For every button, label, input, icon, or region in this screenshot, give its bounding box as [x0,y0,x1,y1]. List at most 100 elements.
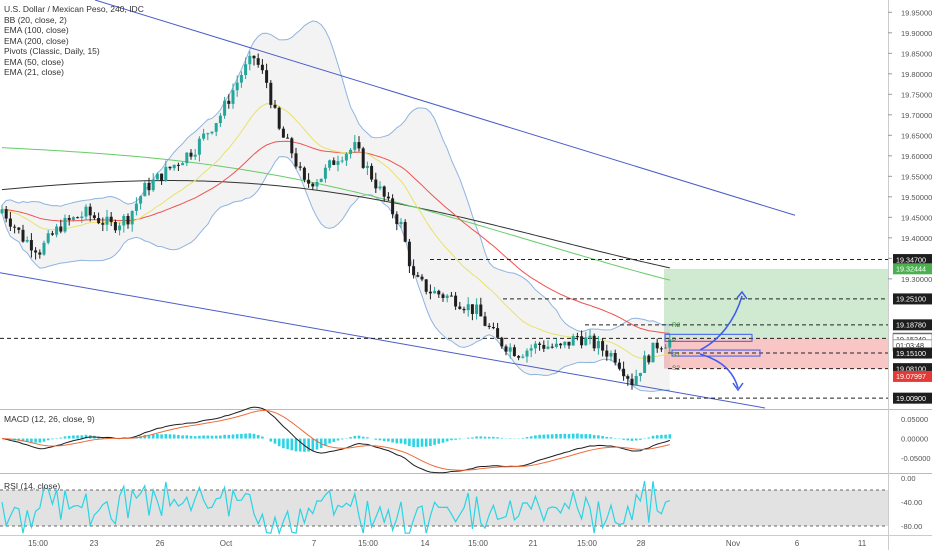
time-axis-label: Oct [220,539,233,548]
macd-hist-bar [487,436,491,439]
candle-body [370,165,374,180]
candle-body [584,337,588,346]
legend-ema50: EMA (50, close) [4,56,64,67]
candle-body [517,356,521,358]
candle-body [563,341,567,346]
macd-hist-bar [408,438,411,446]
macd-hist-bar [282,438,285,449]
macd-hist-bar [550,434,554,439]
macd-axis-label: 0.00000 [901,435,928,444]
candle-body [412,266,416,276]
time-axis-label: 23 [90,539,99,548]
candle-body [286,137,290,139]
candle-body [319,178,323,182]
candle-body [559,343,563,346]
candle-body [634,375,638,386]
price-axis-label: 19.30000 [901,275,932,284]
macd-hist-bar [639,438,642,440]
candle-body [613,352,617,363]
candle-body [223,100,227,116]
macd-hist-bar [378,438,382,441]
candle-body [332,160,336,165]
candle-body [323,167,327,179]
candle-body [122,215,126,226]
candle-body [71,217,75,220]
macd-hist-bar [307,438,310,452]
macd-hist-bar [576,433,579,439]
candle-body [655,342,659,349]
candle-body [500,337,504,347]
price-tag-bg [893,263,932,275]
price-tag-bg [893,370,932,382]
candle-body [567,341,571,346]
candle-body [67,217,71,220]
macd-hist-bar [240,433,243,439]
macd-hist-bar [458,438,462,440]
macd-hist-bar [647,437,651,439]
candle-body [420,276,424,280]
macd-hist-bar [357,435,361,439]
arrow-up-head [736,290,748,300]
candle-body [601,341,605,351]
legend-ema100: EMA (100, close) [4,25,69,35]
candle-body [164,166,168,181]
candle-body [13,226,17,228]
price-tag-label: 01:03:48 [896,341,924,350]
time-axis-label: 21 [529,539,538,548]
candle-body [475,304,479,314]
macd-hist-bar [584,434,588,439]
candle-body [227,100,231,104]
candle-body [479,304,483,317]
macd-hist-bar [475,436,478,439]
macd-hist-bar [84,434,88,439]
legend-ema200: EMA (200, close) [4,35,69,46]
candle-body [344,153,348,161]
candle-body [80,216,84,219]
candle-body [340,160,344,162]
candle-body [437,290,441,295]
macd-hist-bar [168,434,172,439]
macd-hist-bar [525,437,529,439]
macd-hist-bar [483,436,487,439]
candle-body [638,372,642,376]
macd-hist-bar [542,434,546,439]
macd-hist-bar [374,438,378,440]
candle-body [433,290,437,294]
macd-hist-bar [256,435,260,439]
candle-body [386,196,390,199]
price-axis-label: 19.75000 [901,90,932,99]
candle-body [554,343,558,347]
macd-hist-bar [147,434,151,439]
candle-body [214,123,218,132]
price-tag-bg [893,392,932,404]
macd-hist-bar [311,438,315,451]
macd-hist-bar [244,433,247,439]
candle-body [197,138,201,155]
channel-lower [0,272,766,409]
macd-hist-bar [546,434,550,439]
candle-body [580,336,584,346]
macd-hist-bar [277,438,281,447]
legend-bb: BB (20, close, 2) [4,14,67,25]
candle-body [231,90,235,104]
candle-body [491,326,495,329]
macd-hist-bar [353,435,357,439]
macd-hist-bar [21,438,25,442]
candle-body [315,181,319,187]
macd-hist-bar [622,438,625,440]
macd-hist-bar [290,438,294,451]
bollinger-upper [1,20,670,333]
candle-body [206,133,210,135]
macd-hist-bar [25,438,29,442]
macd-hist-bar [340,438,344,440]
macd-hist-bar [416,438,420,448]
price-tag-bg [893,347,932,359]
candle-body [546,346,550,349]
candle-body [357,142,361,149]
macd-hist-bar [248,433,252,439]
range-box-top [664,333,753,342]
price-axis-label: 19.80000 [901,70,932,79]
macd-hist-bar [105,437,109,439]
time-axis-label: 28 [637,539,646,548]
